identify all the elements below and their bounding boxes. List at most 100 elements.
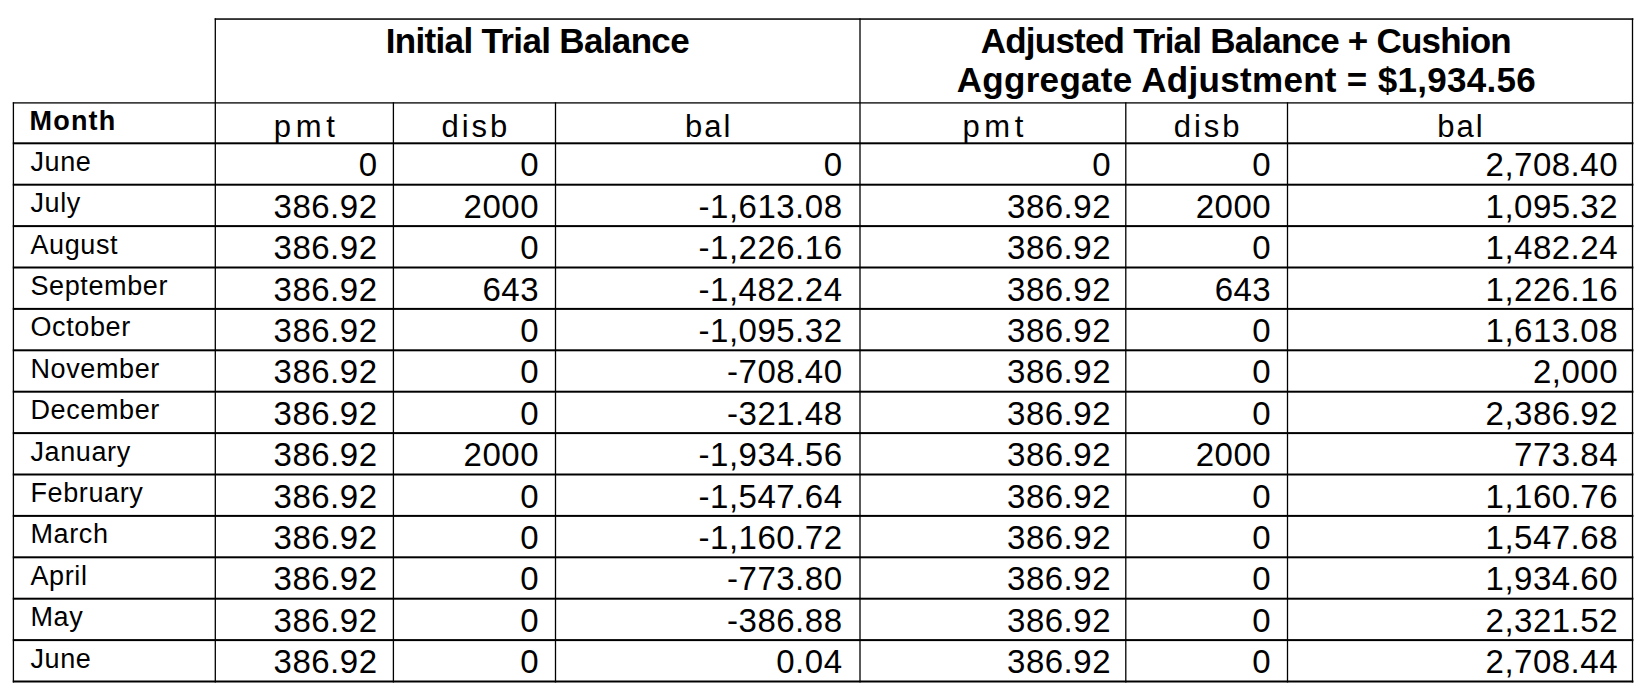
svg-text:386.92: 386.92 — [274, 271, 378, 308]
svg-text:-1,482.24: -1,482.24 — [699, 271, 843, 308]
svg-text:643: 643 — [482, 271, 539, 308]
svg-text:July: July — [31, 188, 81, 218]
svg-text:-773.80: -773.80 — [727, 560, 842, 597]
svg-text:1,095.32: 1,095.32 — [1486, 188, 1618, 225]
svg-text:0: 0 — [520, 312, 539, 349]
svg-text:0: 0 — [1252, 478, 1271, 515]
svg-text:0: 0 — [1252, 519, 1271, 556]
svg-text:2,000: 2,000 — [1533, 353, 1618, 390]
svg-text:December: December — [31, 395, 160, 425]
svg-text:June: June — [31, 147, 92, 177]
svg-text:0: 0 — [359, 146, 378, 183]
svg-text:0: 0 — [1252, 560, 1271, 597]
svg-text:-1,613.08: -1,613.08 — [699, 188, 843, 225]
svg-text:February: February — [31, 478, 144, 508]
svg-text:January: January — [31, 437, 131, 467]
svg-text:August: August — [31, 230, 119, 260]
svg-text:386.92: 386.92 — [274, 229, 378, 266]
svg-text:0: 0 — [520, 478, 539, 515]
svg-text:386.92: 386.92 — [1007, 395, 1111, 432]
svg-text:Initial Trial Balance: Initial Trial Balance — [386, 21, 690, 60]
svg-text:386.92: 386.92 — [274, 436, 378, 473]
svg-text:386.92: 386.92 — [274, 560, 378, 597]
svg-text:386.92: 386.92 — [1007, 478, 1111, 515]
svg-text:2,708.44: 2,708.44 — [1486, 643, 1618, 680]
svg-text:386.92: 386.92 — [1007, 229, 1111, 266]
svg-text:-1,160.72: -1,160.72 — [699, 519, 843, 556]
svg-text:Aggregate Adjustment = $1,934.: Aggregate Adjustment = $1,934.56 — [957, 60, 1536, 99]
svg-text:2000: 2000 — [1196, 436, 1271, 473]
svg-text:1,934.60: 1,934.60 — [1486, 560, 1618, 597]
svg-text:2000: 2000 — [464, 188, 539, 225]
svg-text:386.92: 386.92 — [1007, 271, 1111, 308]
svg-text:0: 0 — [520, 602, 539, 639]
svg-text:1,613.08: 1,613.08 — [1486, 312, 1618, 349]
svg-text:2,708.40: 2,708.40 — [1486, 146, 1618, 183]
svg-text:-1,095.32: -1,095.32 — [699, 312, 843, 349]
svg-text:0: 0 — [520, 229, 539, 266]
svg-text:0: 0 — [520, 353, 539, 390]
svg-text:386.92: 386.92 — [1007, 519, 1111, 556]
svg-text:0: 0 — [1252, 353, 1271, 390]
svg-text:1,160.76: 1,160.76 — [1486, 478, 1618, 515]
svg-text:2000: 2000 — [464, 436, 539, 473]
svg-text:386.92: 386.92 — [1007, 436, 1111, 473]
svg-text:pmt: pmt — [962, 109, 1023, 144]
svg-text:773.84: 773.84 — [1514, 436, 1618, 473]
svg-text:643: 643 — [1215, 271, 1272, 308]
svg-text:386.92: 386.92 — [274, 353, 378, 390]
svg-text:0: 0 — [520, 395, 539, 432]
svg-text:386.92: 386.92 — [274, 643, 378, 680]
svg-text:386.92: 386.92 — [1007, 312, 1111, 349]
svg-text:386.92: 386.92 — [274, 519, 378, 556]
svg-text:2,321.52: 2,321.52 — [1486, 602, 1618, 639]
svg-text:386.92: 386.92 — [274, 395, 378, 432]
svg-text:0: 0 — [1252, 602, 1271, 639]
svg-text:0: 0 — [520, 560, 539, 597]
svg-text:March: March — [31, 519, 109, 549]
svg-text:386.92: 386.92 — [274, 602, 378, 639]
svg-text:November: November — [31, 354, 160, 384]
svg-text:1,226.16: 1,226.16 — [1486, 271, 1618, 308]
svg-text:386.92: 386.92 — [274, 312, 378, 349]
svg-text:386.92: 386.92 — [1007, 602, 1111, 639]
svg-text:386.92: 386.92 — [1007, 643, 1111, 680]
svg-text:2,386.92: 2,386.92 — [1486, 395, 1618, 432]
svg-text:0: 0 — [520, 146, 539, 183]
svg-text:-1,934.56: -1,934.56 — [699, 436, 843, 473]
svg-text:pmt: pmt — [274, 109, 335, 144]
svg-text:0: 0 — [1252, 395, 1271, 432]
svg-text:bal: bal — [1437, 109, 1482, 144]
svg-text:-708.40: -708.40 — [727, 353, 842, 390]
svg-text:bal: bal — [685, 109, 730, 144]
svg-text:386.92: 386.92 — [1007, 560, 1111, 597]
svg-text:disb: disb — [1174, 109, 1240, 144]
svg-text:April: April — [31, 561, 88, 591]
svg-text:2000: 2000 — [1196, 188, 1271, 225]
svg-text:0: 0 — [1252, 146, 1271, 183]
svg-text:0: 0 — [1252, 229, 1271, 266]
svg-text:0: 0 — [520, 643, 539, 680]
svg-text:-1,226.16: -1,226.16 — [699, 229, 843, 266]
svg-text:May: May — [31, 602, 84, 632]
svg-text:386.92: 386.92 — [274, 188, 378, 225]
svg-text:June: June — [31, 644, 92, 674]
svg-text:1,482.24: 1,482.24 — [1486, 229, 1618, 266]
svg-text:386.92: 386.92 — [274, 478, 378, 515]
svg-text:386.92: 386.92 — [1007, 188, 1111, 225]
svg-text:0: 0 — [1252, 643, 1271, 680]
svg-text:Month: Month — [30, 106, 117, 136]
svg-text:386.92: 386.92 — [1007, 353, 1111, 390]
svg-text:0: 0 — [824, 146, 843, 183]
svg-text:-321.48: -321.48 — [727, 395, 842, 432]
svg-text:0: 0 — [1092, 146, 1111, 183]
svg-text:0.04: 0.04 — [776, 643, 842, 680]
svg-text:September: September — [31, 271, 168, 301]
svg-text:0: 0 — [520, 519, 539, 556]
svg-text:0: 0 — [1252, 312, 1271, 349]
svg-text:October: October — [31, 312, 131, 342]
svg-text:Adjusted Trial Balance + Cushi: Adjusted Trial Balance + Cushion — [981, 21, 1512, 60]
svg-text:-1,547.64: -1,547.64 — [699, 478, 843, 515]
svg-text:-386.88: -386.88 — [727, 602, 842, 639]
svg-text:1,547.68: 1,547.68 — [1486, 519, 1618, 556]
